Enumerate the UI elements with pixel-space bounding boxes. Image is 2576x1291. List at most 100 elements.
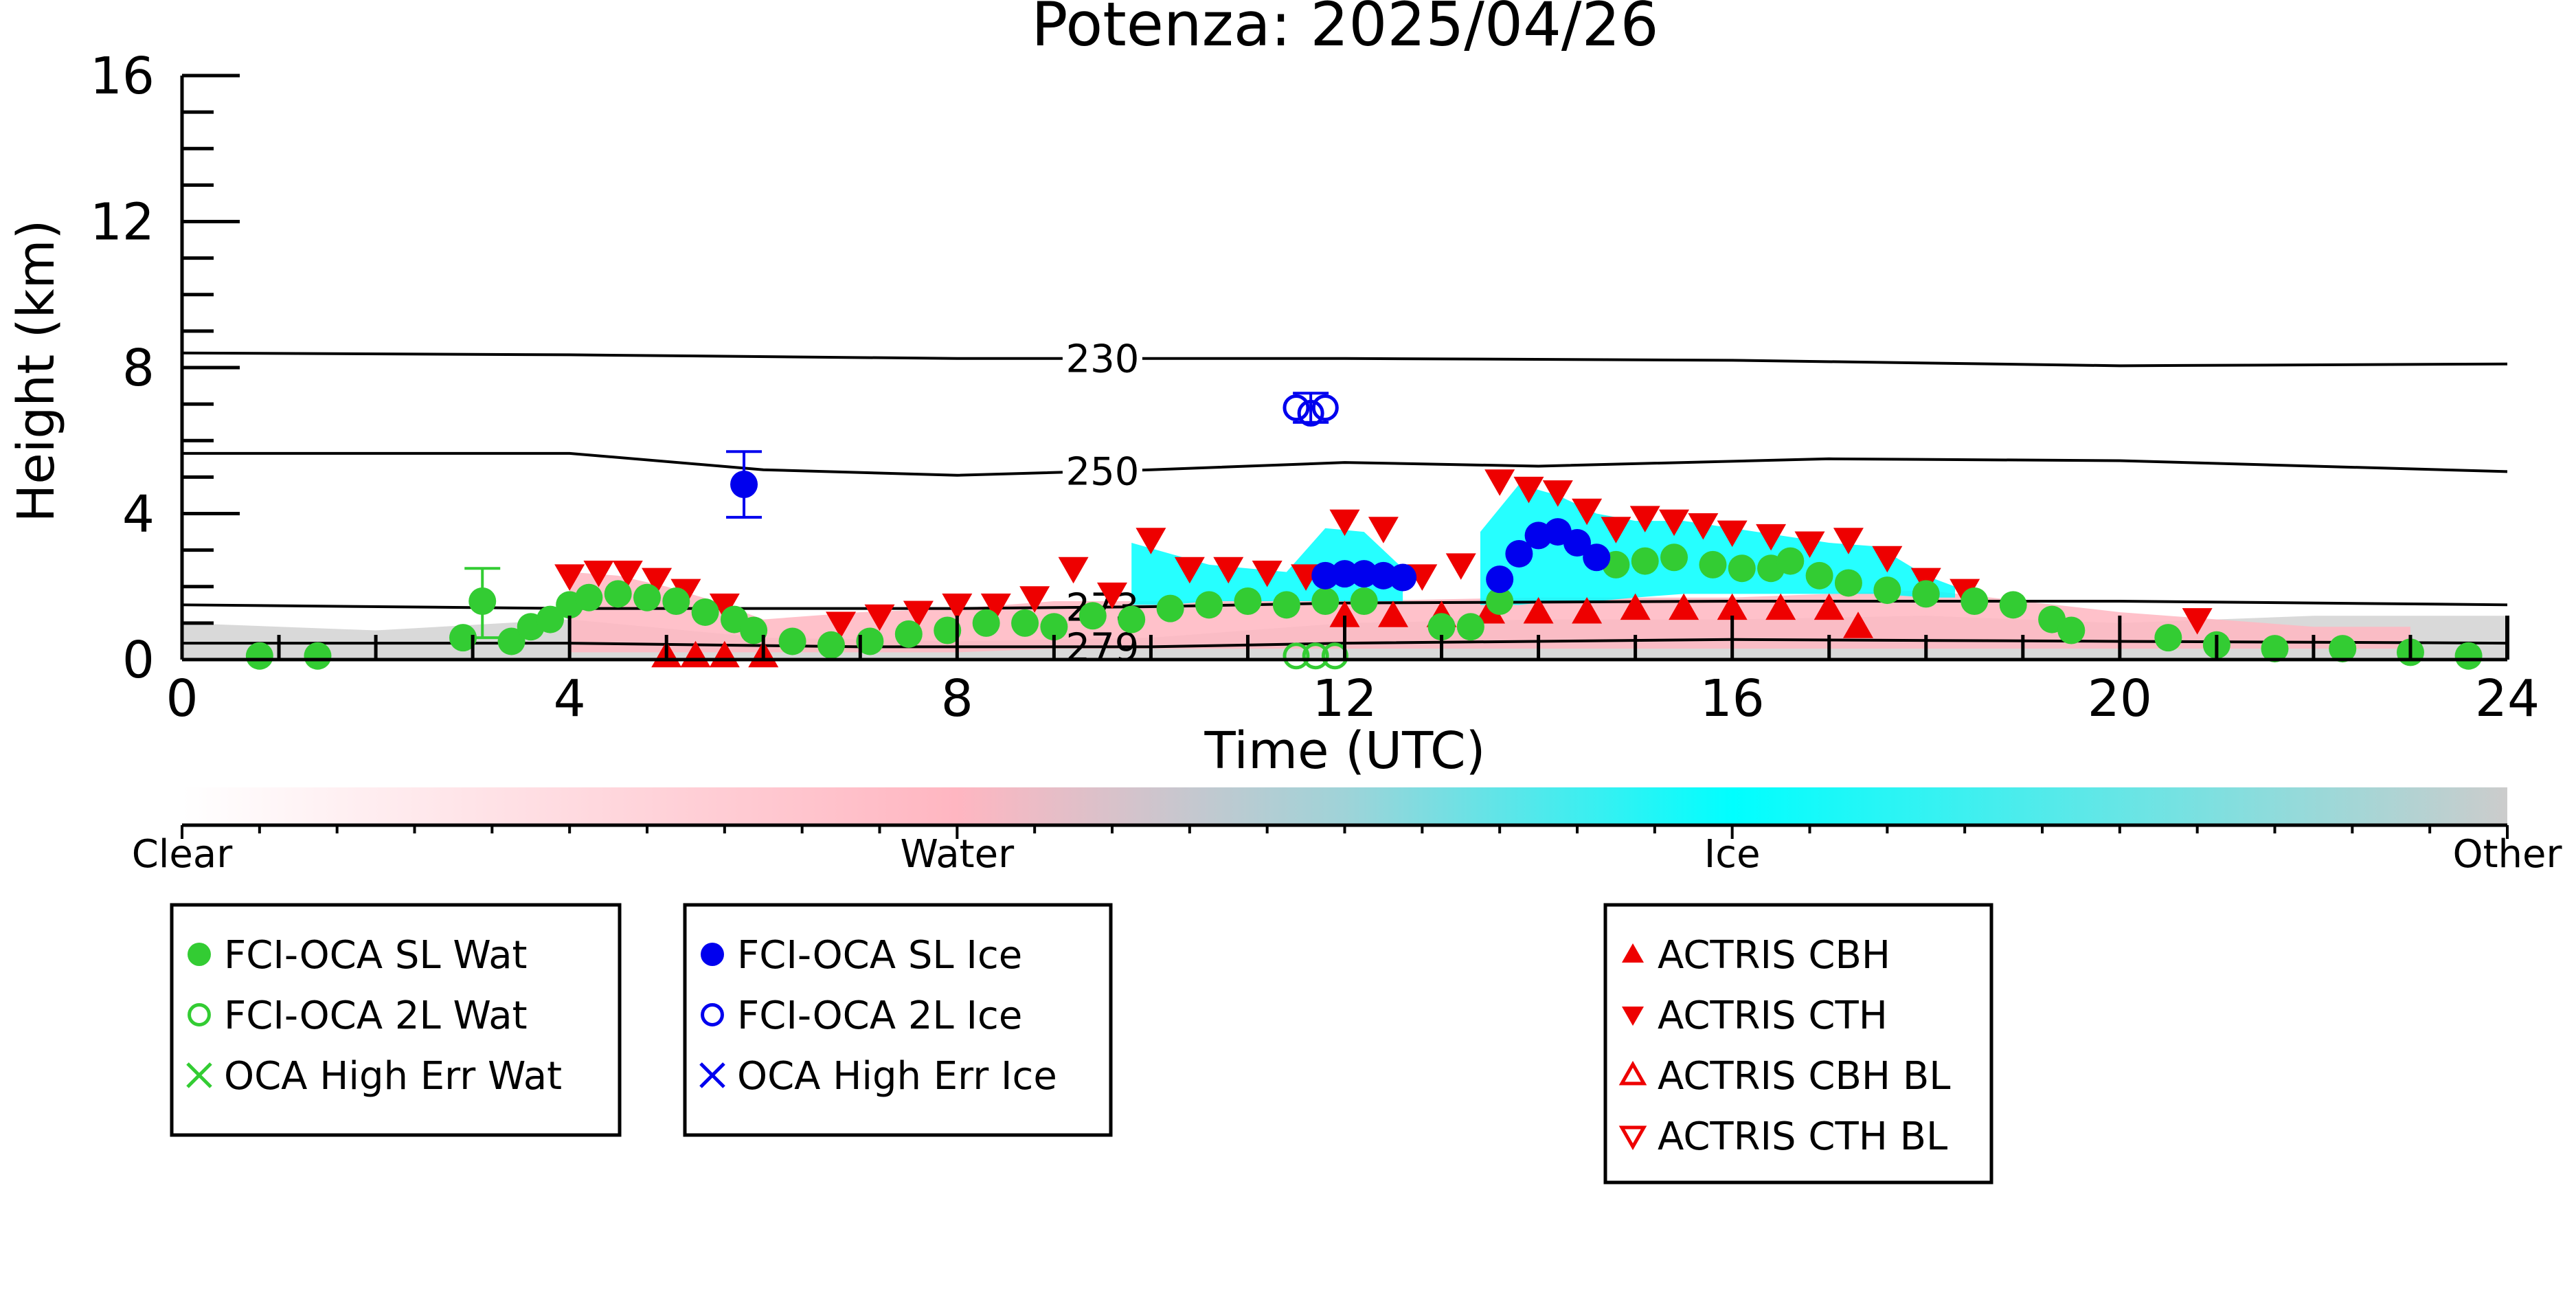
legend: FCI-OCA SL Wat FCI-OCA 2L Wat OCA High Err… <box>170 903 1993 1185</box>
point-fci-oca-sl-wat <box>2261 635 2289 663</box>
point-actris-cth <box>1872 546 1903 573</box>
x-tick-label: 0 <box>166 669 198 728</box>
point-actris-cth <box>1484 469 1515 496</box>
point-fci-oca-sl-wat <box>2154 624 2182 652</box>
point-fci-oca-sl-wat <box>1272 591 1300 619</box>
y-tick-label: 12 <box>90 193 155 252</box>
legend-box <box>1603 903 1993 1185</box>
legend-marker-fci-oca-2l-wat <box>188 1003 211 1026</box>
point-actris-cbh <box>1523 596 1554 624</box>
point-fci-oca-sl-wat <box>1234 587 1262 615</box>
point-actris-cth <box>1329 509 1360 537</box>
point-fci-oca-sl-wat <box>1873 576 1901 605</box>
point-actris-cth <box>612 561 643 587</box>
point-fci-oca-sl-wat <box>1961 587 1989 615</box>
point-actris-cth <box>1174 557 1205 584</box>
colorbar-label-ice: Ice <box>1704 832 1761 877</box>
point-actris-cth <box>709 593 740 620</box>
point-fci-oca-sl-wat <box>1195 591 1223 619</box>
point-fci-oca-2l-ice <box>1283 394 1310 421</box>
point-fci-oca-sl-wat <box>1631 547 1659 575</box>
point-actris-cth <box>1688 513 1719 540</box>
isotherm-230 <box>181 351 2508 368</box>
colorbar-label-clear: Clear <box>132 832 233 877</box>
point-fci-oca-sl-wat <box>1660 543 1688 572</box>
legend-box <box>170 903 622 1137</box>
point-fci-oca-sl-wat <box>1999 591 2027 619</box>
point-actris-cbh <box>1620 593 1651 620</box>
point-actris-cth <box>980 593 1011 620</box>
point-actris-cth <box>1019 586 1050 613</box>
point-fci-oca-sl-ice <box>1505 539 1533 568</box>
point-fci-oca-sl-wat <box>497 627 526 655</box>
colorbar: Clear Water Ice Other <box>132 787 2562 877</box>
isotherm-label: 230 <box>1065 337 1139 382</box>
legend-label-fci-oca-sl-wat: FCI-OCA SL Wat <box>224 933 528 978</box>
point-fci-oca-sl-wat <box>2454 642 2483 670</box>
point-actris-cbh <box>1572 596 1603 624</box>
point-fci-oca-sl-wat <box>778 627 806 655</box>
point-actris-cbh <box>1765 593 1796 620</box>
point-fci-oca-sl-wat <box>1350 587 1378 615</box>
point-actris-cth <box>1097 582 1127 609</box>
point-fci-oca-sl-ice <box>1486 565 1514 594</box>
legend-label-actris-cbh-bl: ACTRIS CBH BL <box>1658 1054 1950 1099</box>
axes: 0 4 8 12 16 0 4 8 12 16 20 24 <box>90 47 2540 728</box>
x-tick-label: 24 <box>2475 669 2540 728</box>
point-actris-cth <box>1833 528 1864 554</box>
region-ice <box>1480 484 1956 605</box>
point-actris-cth <box>942 593 973 620</box>
point-actris-cth <box>1368 517 1399 543</box>
legend-label-fci-oca-2l-ice: FCI-OCA 2L Ice <box>737 993 1022 1038</box>
legend-label-oca-high-err-ice: OCA High Err Ice <box>737 1054 1057 1099</box>
point-fci-oca-sl-wat <box>691 598 719 626</box>
point-actris-cth <box>1794 531 1825 558</box>
point-fci-oca-sl-wat <box>633 583 661 611</box>
point-actris-cbh <box>1843 611 1874 638</box>
point-fci-oca-sl-wat <box>1078 602 1107 630</box>
point-fci-oca-sl-wat <box>2057 616 2086 644</box>
y-tick-label: 16 <box>90 47 155 106</box>
point-fci-oca-sl-wat <box>2329 635 2357 663</box>
point-actris-cth <box>1659 509 1690 537</box>
point-fci-oca-2l-wat <box>1283 642 1310 670</box>
point-fci-oca-sl-ice <box>1563 529 1591 557</box>
isotherm-label: 250 <box>1065 450 1139 495</box>
legend-label-oca-high-err-wat: OCA High Err Wat <box>224 1054 562 1099</box>
y-tick-label: 4 <box>122 485 155 544</box>
legend-marker-oca-high-err-wat <box>186 1062 212 1088</box>
point-fci-oca-sl-wat <box>1912 580 1940 608</box>
point-fci-oca-2l-wat <box>1302 642 1329 670</box>
point-fci-oca-sl-wat <box>894 620 923 648</box>
legend-marker-fci-oca-sl-ice <box>701 943 724 966</box>
legend-marker-actris-cbh <box>1622 943 1644 963</box>
legend-label-actris-cth: ACTRIS CTH <box>1658 993 1888 1038</box>
point-actris-cth <box>1136 528 1166 554</box>
point-actris-cbh <box>1669 593 1699 620</box>
region-ice <box>1131 528 1403 605</box>
point-actris-cth <box>1058 557 1089 584</box>
legend-marker-fci-oca-2l-ice <box>701 1003 724 1026</box>
point-actris-cth <box>1756 524 1787 551</box>
point-actris-cbh <box>1814 593 1844 620</box>
x-tick-label: 20 <box>2088 669 2152 728</box>
y-tick-label: 8 <box>122 339 155 398</box>
legend-marker-actris-cth <box>1622 1007 1644 1026</box>
point-fci-oca-sl-ice <box>730 471 758 498</box>
point-fci-oca-2l-ice <box>1297 399 1324 427</box>
point-actris-cth <box>1445 553 1476 580</box>
point-fci-oca-sl-wat <box>1776 547 1805 575</box>
point-fci-oca-sl-wat <box>1456 613 1484 641</box>
point-fci-oca-sl-wat <box>1834 569 1862 597</box>
point-actris-cbh <box>1329 600 1360 627</box>
point-actris-cth <box>826 611 857 638</box>
point-actris-cth <box>2182 608 2213 635</box>
point-fci-oca-sl-wat <box>1699 550 1727 579</box>
point-actris-cth <box>903 600 934 627</box>
point-fci-oca-sl-wat <box>1728 554 1756 583</box>
point-actris-cbh <box>1717 593 1748 620</box>
x-tick-label: 8 <box>941 669 973 728</box>
point-fci-oca-sl-wat <box>536 605 564 633</box>
